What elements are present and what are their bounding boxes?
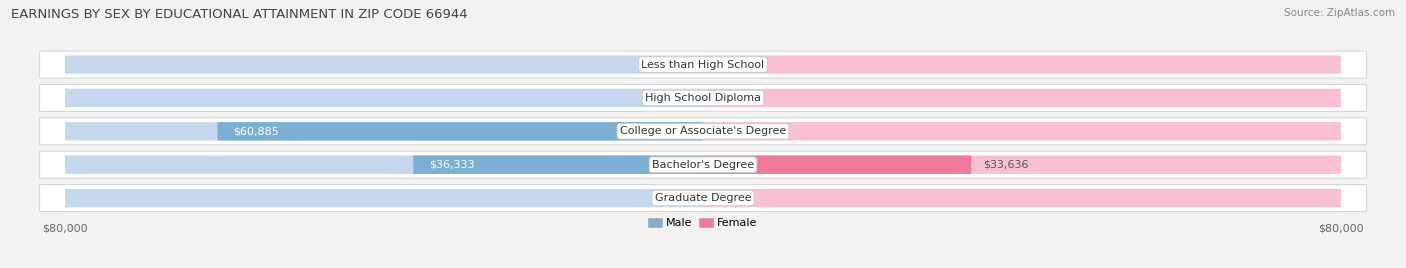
Text: $60,885: $60,885 xyxy=(233,126,280,136)
Text: Bachelor's Degree: Bachelor's Degree xyxy=(652,160,754,170)
Text: Source: ZipAtlas.com: Source: ZipAtlas.com xyxy=(1284,8,1395,18)
Text: $0: $0 xyxy=(714,126,728,136)
FancyBboxPatch shape xyxy=(703,55,1341,74)
Text: $0: $0 xyxy=(714,193,728,203)
Text: $0: $0 xyxy=(678,59,692,70)
FancyBboxPatch shape xyxy=(39,51,1367,78)
FancyBboxPatch shape xyxy=(65,89,703,107)
FancyBboxPatch shape xyxy=(703,89,1341,107)
Text: Graduate Degree: Graduate Degree xyxy=(655,193,751,203)
FancyBboxPatch shape xyxy=(703,122,1341,140)
FancyBboxPatch shape xyxy=(39,118,1367,145)
Text: $36,333: $36,333 xyxy=(429,160,475,170)
FancyBboxPatch shape xyxy=(703,155,1341,174)
FancyBboxPatch shape xyxy=(65,189,703,207)
FancyBboxPatch shape xyxy=(65,122,703,140)
Text: $0: $0 xyxy=(678,193,692,203)
FancyBboxPatch shape xyxy=(218,122,703,140)
FancyBboxPatch shape xyxy=(65,55,703,74)
Text: $33,636: $33,636 xyxy=(983,160,1028,170)
FancyBboxPatch shape xyxy=(39,151,1367,178)
FancyBboxPatch shape xyxy=(703,155,972,174)
FancyBboxPatch shape xyxy=(39,84,1367,111)
Text: College or Associate's Degree: College or Associate's Degree xyxy=(620,126,786,136)
FancyBboxPatch shape xyxy=(65,155,703,174)
FancyBboxPatch shape xyxy=(703,189,1341,207)
Text: $0: $0 xyxy=(714,59,728,70)
Text: Less than High School: Less than High School xyxy=(641,59,765,70)
Text: High School Diploma: High School Diploma xyxy=(645,93,761,103)
Text: EARNINGS BY SEX BY EDUCATIONAL ATTAINMENT IN ZIP CODE 66944: EARNINGS BY SEX BY EDUCATIONAL ATTAINMEN… xyxy=(11,8,468,21)
Text: $0: $0 xyxy=(678,93,692,103)
FancyBboxPatch shape xyxy=(413,155,703,174)
Legend: Male, Female: Male, Female xyxy=(648,218,758,228)
Text: $0: $0 xyxy=(714,93,728,103)
FancyBboxPatch shape xyxy=(39,185,1367,211)
